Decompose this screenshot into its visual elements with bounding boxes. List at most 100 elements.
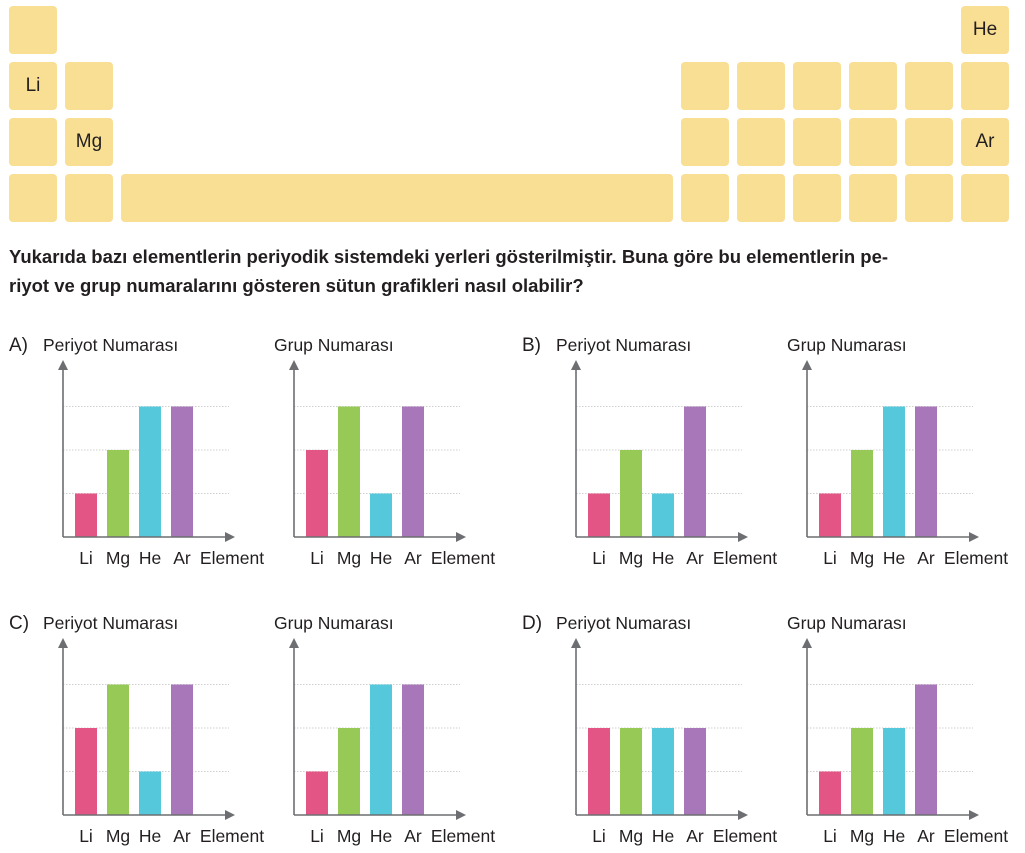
chart-title: Periyot Numarası bbox=[43, 613, 179, 633]
question-line-2: riyot ve grup numaralarını gösteren sütu… bbox=[9, 275, 584, 296]
x-axis-arrow-icon bbox=[456, 532, 466, 542]
y-axis-arrow-icon bbox=[289, 360, 299, 370]
bar-mg bbox=[851, 728, 873, 815]
element-cell bbox=[905, 174, 953, 222]
tick-label-li: Li bbox=[79, 826, 93, 846]
tick-label-mg: Mg bbox=[337, 826, 361, 846]
chart-svg: Li Mg He Ar Element bbox=[802, 638, 1008, 846]
bar-li bbox=[306, 450, 328, 537]
element-cell bbox=[737, 118, 785, 166]
element-cell bbox=[65, 62, 113, 110]
periodic-table: He Li Mg Ar bbox=[0, 0, 1025, 230]
element-cell-ar: Ar bbox=[961, 118, 1009, 166]
bar-li bbox=[819, 771, 841, 815]
bar-he bbox=[139, 406, 161, 537]
tick-label-li: Li bbox=[310, 548, 324, 568]
bar-he bbox=[370, 684, 392, 815]
tick-label-he: He bbox=[652, 826, 674, 846]
element-cell bbox=[849, 174, 897, 222]
tick-label-li: Li bbox=[592, 826, 606, 846]
bar-li bbox=[588, 728, 610, 815]
chart-title: Grup Numarası bbox=[787, 335, 907, 355]
bar-li bbox=[75, 728, 97, 815]
x-axis-arrow-icon bbox=[738, 810, 748, 820]
x-axis-label: Element bbox=[431, 548, 495, 568]
transition-block bbox=[121, 174, 673, 222]
x-axis-arrow-icon bbox=[456, 810, 466, 820]
chart-title: Periyot Numarası bbox=[43, 335, 179, 355]
element-cell bbox=[681, 62, 729, 110]
x-axis-arrow-icon bbox=[738, 532, 748, 542]
element-cell-he: He bbox=[961, 6, 1009, 54]
y-axis-arrow-icon bbox=[802, 360, 812, 370]
x-axis-label: Element bbox=[200, 548, 264, 568]
question-text: Yukarıda bazı elementlerin periyodik sis… bbox=[9, 242, 1014, 300]
chart-svg: Li Mg He Ar Element bbox=[289, 638, 495, 846]
option-c-letter: C) bbox=[9, 613, 30, 634]
element-cell bbox=[737, 174, 785, 222]
option-d-letter: D) bbox=[522, 613, 543, 634]
tick-label-ar: Ar bbox=[686, 548, 704, 568]
x-axis-arrow-icon bbox=[969, 532, 979, 542]
element-cell bbox=[9, 174, 57, 222]
chart-svg: Li Mg He Ar Element bbox=[58, 360, 264, 568]
element-cell-mg: Mg bbox=[65, 118, 113, 166]
element-cell bbox=[65, 174, 113, 222]
element-cell bbox=[681, 118, 729, 166]
option-b-letter: B) bbox=[522, 335, 541, 356]
x-axis-label: Element bbox=[713, 548, 777, 568]
bar-mg bbox=[620, 450, 642, 537]
bar-mg bbox=[338, 728, 360, 815]
bar-ar bbox=[402, 684, 424, 815]
tick-label-he: He bbox=[883, 826, 905, 846]
option-a-letter: A) bbox=[9, 335, 28, 356]
x-axis-label: Element bbox=[713, 826, 777, 846]
tick-label-ar: Ar bbox=[917, 548, 935, 568]
bar-ar bbox=[915, 406, 937, 537]
bar-li bbox=[588, 493, 610, 537]
element-cell bbox=[793, 118, 841, 166]
tick-label-mg: Mg bbox=[850, 548, 874, 568]
tick-label-mg: Mg bbox=[106, 826, 130, 846]
y-axis-arrow-icon bbox=[289, 638, 299, 648]
element-cell bbox=[849, 62, 897, 110]
tick-label-he: He bbox=[370, 826, 392, 846]
bar-ar bbox=[402, 406, 424, 537]
tick-label-ar: Ar bbox=[404, 826, 422, 846]
element-cell bbox=[905, 62, 953, 110]
y-axis-arrow-icon bbox=[571, 638, 581, 648]
bar-li bbox=[75, 493, 97, 537]
element-cell bbox=[905, 118, 953, 166]
bar-ar bbox=[171, 684, 193, 815]
bar-he bbox=[652, 493, 674, 537]
element-cell bbox=[849, 118, 897, 166]
bar-mg bbox=[338, 406, 360, 537]
bar-he bbox=[370, 493, 392, 537]
tick-label-mg: Mg bbox=[619, 826, 643, 846]
tick-label-he: He bbox=[370, 548, 392, 568]
element-symbol: He bbox=[972, 19, 998, 40]
chart-title: Periyot Numarası bbox=[556, 335, 692, 355]
chart-svg: Li Mg He Ar Element bbox=[802, 360, 1008, 568]
tick-label-mg: Mg bbox=[619, 548, 643, 568]
bar-ar bbox=[171, 406, 193, 537]
tick-label-ar: Ar bbox=[173, 826, 191, 846]
chart-title: Grup Numarası bbox=[787, 613, 907, 633]
bar-he bbox=[139, 771, 161, 815]
element-cell bbox=[961, 174, 1009, 222]
element-symbol: Li bbox=[25, 75, 41, 96]
element-cell bbox=[9, 118, 57, 166]
bar-mg bbox=[107, 450, 129, 537]
bar-mg bbox=[851, 450, 873, 537]
tick-label-ar: Ar bbox=[404, 548, 422, 568]
element-cell bbox=[793, 62, 841, 110]
element-cell bbox=[961, 62, 1009, 110]
tick-label-ar: Ar bbox=[173, 548, 191, 568]
y-axis-arrow-icon bbox=[58, 360, 68, 370]
x-axis-label: Element bbox=[431, 826, 495, 846]
x-axis-arrow-icon bbox=[225, 810, 235, 820]
bar-ar bbox=[915, 684, 937, 815]
chart-title: Grup Numarası bbox=[274, 335, 394, 355]
element-cell-li: Li bbox=[9, 62, 57, 110]
tick-label-he: He bbox=[139, 826, 161, 846]
